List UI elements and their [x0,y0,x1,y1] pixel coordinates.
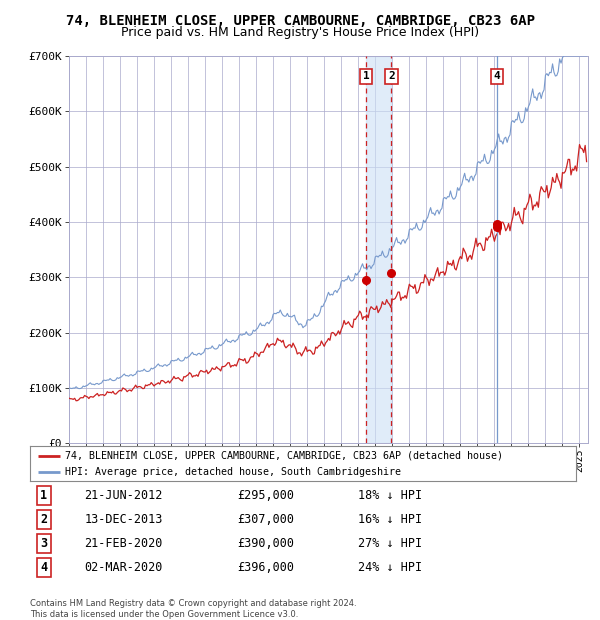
Text: 24% ↓ HPI: 24% ↓ HPI [358,561,422,574]
Text: 21-JUN-2012: 21-JUN-2012 [85,489,163,502]
Text: 3: 3 [40,537,47,550]
Text: 4: 4 [40,561,47,574]
Text: 74, BLENHEIM CLOSE, UPPER CAMBOURNE, CAMBRIDGE, CB23 6AP (detached house): 74, BLENHEIM CLOSE, UPPER CAMBOURNE, CAM… [65,451,503,461]
Text: £295,000: £295,000 [238,489,295,502]
Text: HPI: Average price, detached house, South Cambridgeshire: HPI: Average price, detached house, Sout… [65,467,401,477]
Bar [366,56,391,443]
Text: 21-FEB-2020: 21-FEB-2020 [85,537,163,550]
Text: Price paid vs. HM Land Registry's House Price Index (HPI): Price paid vs. HM Land Registry's House … [121,26,479,39]
Text: 2: 2 [40,513,47,526]
Text: 18% ↓ HPI: 18% ↓ HPI [358,489,422,502]
Text: 74, BLENHEIM CLOSE, UPPER CAMBOURNE, CAMBRIDGE, CB23 6AP: 74, BLENHEIM CLOSE, UPPER CAMBOURNE, CAM… [65,14,535,28]
Text: £390,000: £390,000 [238,537,295,550]
Text: 13-DEC-2013: 13-DEC-2013 [85,513,163,526]
Text: £307,000: £307,000 [238,513,295,526]
Text: £396,000: £396,000 [238,561,295,574]
Text: 4: 4 [494,71,500,81]
Text: 02-MAR-2020: 02-MAR-2020 [85,561,163,574]
Text: 1: 1 [363,71,370,81]
Text: 16% ↓ HPI: 16% ↓ HPI [358,513,422,526]
Text: 27% ↓ HPI: 27% ↓ HPI [358,537,422,550]
Text: Contains HM Land Registry data © Crown copyright and database right 2024.
This d: Contains HM Land Registry data © Crown c… [30,600,356,619]
Text: 1: 1 [40,489,47,502]
Text: 2: 2 [388,71,395,81]
